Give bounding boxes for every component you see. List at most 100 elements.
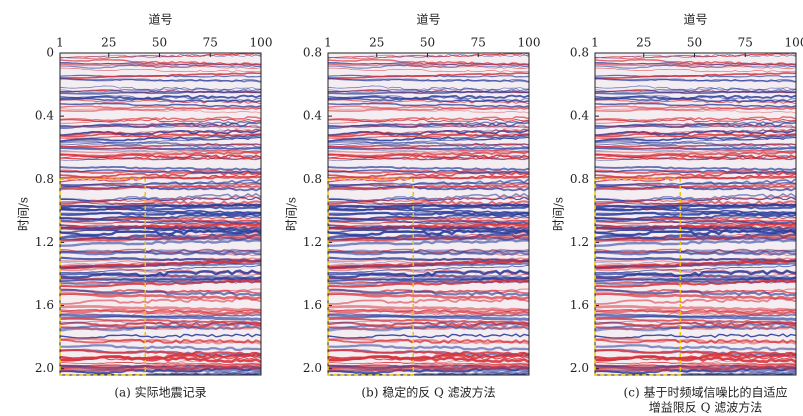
seismic-trace <box>595 53 796 59</box>
seismic-trace <box>60 67 261 73</box>
seismic-trace <box>595 128 796 136</box>
seismic-trace <box>595 238 796 247</box>
x-tick-label: 75 <box>738 36 753 50</box>
seismic-trace <box>595 155 796 160</box>
seismic-trace <box>60 108 261 114</box>
seismic-trace <box>328 136 529 146</box>
seismic-trace <box>328 272 529 280</box>
y-tick-label: 0.8 <box>303 46 322 60</box>
seismic-trace <box>60 203 261 208</box>
seismic-trace <box>595 309 796 313</box>
seismic-trace <box>328 317 529 324</box>
seismic-trace <box>328 155 529 160</box>
seismic-trace <box>328 313 529 321</box>
seismic-trace <box>60 136 261 146</box>
x-tick-label: 50 <box>420 36 435 50</box>
y-tick-label: 1.6 <box>303 298 322 312</box>
seismic-trace <box>60 313 261 321</box>
seismic-trace <box>60 150 261 154</box>
seismic-trace <box>328 269 529 279</box>
seismic-trace <box>60 118 261 123</box>
seismic-trace <box>595 143 796 148</box>
seismic-trace <box>60 358 261 366</box>
seismic-trace <box>60 356 261 361</box>
seismic-trace <box>60 269 261 279</box>
seismic-trace <box>328 150 529 157</box>
x-tick-label: 25 <box>369 36 384 50</box>
seismic-trace <box>60 195 261 204</box>
seismic-trace <box>595 146 796 153</box>
seismic-trace <box>595 355 796 364</box>
seismic-trace <box>328 118 529 123</box>
seismic-trace <box>595 248 796 254</box>
seismic-trace <box>60 192 261 202</box>
x-tick-label: 1 <box>324 36 332 50</box>
seismic-trace <box>60 53 261 59</box>
seismic-trace <box>328 203 529 208</box>
x-tick-label: 75 <box>471 36 486 50</box>
seismic-trace <box>60 219 261 225</box>
seismic-trace <box>328 146 529 153</box>
seismic-trace <box>328 200 529 206</box>
seismic-trace <box>595 108 796 114</box>
seismic-trace <box>328 169 529 175</box>
seismic-trace <box>60 146 261 153</box>
seismic-trace <box>595 215 796 220</box>
seismic-trace <box>328 67 529 73</box>
seismic-trace <box>60 94 261 102</box>
seismic-trace <box>595 258 796 267</box>
seismic-trace <box>60 229 261 233</box>
seismic-trace <box>328 288 529 297</box>
seismic-trace <box>60 128 261 135</box>
seismic-trace <box>595 136 796 142</box>
seismic-trace <box>60 320 261 326</box>
seismic-trace <box>60 226 261 232</box>
seismic-trace <box>328 128 529 135</box>
seismic-trace <box>328 207 529 215</box>
seismic-trace <box>60 280 261 284</box>
seismic-trace <box>595 124 796 129</box>
seismic-trace <box>328 320 529 326</box>
seismic-trace <box>60 288 261 297</box>
seismic-trace <box>60 305 261 312</box>
seismic-trace <box>328 344 529 352</box>
x-axis-label: 道号 <box>416 13 440 27</box>
seismic-trace <box>328 273 529 280</box>
seismic-trace <box>595 169 796 174</box>
seismic-trace <box>60 355 261 364</box>
seismic-trace <box>595 338 796 345</box>
seismic-trace <box>60 207 261 215</box>
panel-caption: (b) 稳定的反 Q 滤波方法 <box>361 385 495 400</box>
seismic-trace <box>328 333 529 339</box>
y-tick-label: 2.0 <box>570 361 589 375</box>
x-tick-label: 25 <box>101 36 116 50</box>
seismic-trace <box>328 279 529 285</box>
seismic-trace <box>60 90 261 95</box>
seismic-trace <box>60 58 261 66</box>
seismic-section <box>60 53 261 375</box>
seismic-trace <box>718 374 780 375</box>
seismic-trace <box>328 87 529 93</box>
seismic-trace <box>60 181 261 186</box>
seismic-trace <box>451 374 513 375</box>
seismic-trace <box>328 181 529 186</box>
seismic-trace <box>328 143 529 148</box>
seismic-trace <box>595 192 796 202</box>
seismic-trace <box>60 85 261 93</box>
seismic-trace <box>328 121 529 128</box>
seismic-trace <box>60 279 261 288</box>
seismic-trace <box>328 85 529 93</box>
seismic-trace <box>591 381 799 384</box>
seismic-trace <box>60 94 261 101</box>
x-tick-label: 50 <box>152 36 167 50</box>
seismic-trace <box>595 313 796 321</box>
seismic-trace <box>595 207 796 215</box>
seismic-trace <box>595 305 796 312</box>
seismic-trace <box>595 325 796 331</box>
y-tick-label: 1.6 <box>570 298 589 312</box>
y-tick-label: 2.0 <box>303 361 322 375</box>
seismic-trace <box>60 333 261 339</box>
seismic-trace <box>328 297 529 305</box>
